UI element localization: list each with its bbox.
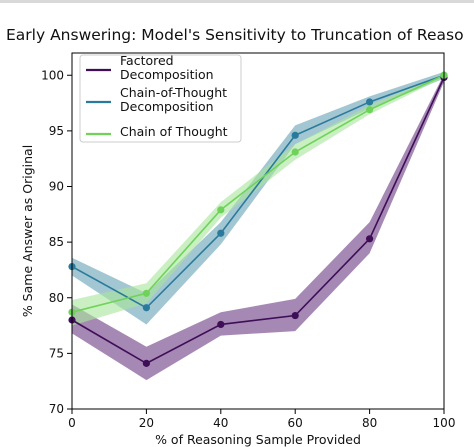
legend-label-0: Factored Decomposition xyxy=(120,53,214,82)
y-tick-label-3: 85 xyxy=(49,235,64,249)
band-series-2 xyxy=(72,73,444,326)
point-series-1-4 xyxy=(366,98,374,106)
x-tick-label-0: 0 xyxy=(68,416,76,430)
point-series-2-4 xyxy=(366,106,374,114)
y-tick-label-6: 100 xyxy=(41,68,64,82)
line-series-1 xyxy=(71,74,445,309)
x-axis-label: % of Reasoning Sample Provided xyxy=(155,432,361,447)
point-series-0-1 xyxy=(142,359,150,367)
x-tick-label-5: 100 xyxy=(433,416,456,430)
x-tick-label-3: 60 xyxy=(288,416,303,430)
legend: Factored Decomposition Chain-of-Thought Dec… xyxy=(79,53,242,143)
point-series-1-2 xyxy=(217,229,225,237)
point-series-2-3 xyxy=(291,148,299,156)
x-tick-label-1: 20 xyxy=(139,416,154,430)
y-axis-label: % Same Answer as Original xyxy=(20,145,35,317)
point-series-0-3 xyxy=(291,311,299,320)
y-tick-label-5: 95 xyxy=(49,124,64,138)
legend-label-1: Chain-of-Thought Decomposition xyxy=(120,85,227,114)
point-series-0-4 xyxy=(366,235,374,243)
series-lines xyxy=(71,74,445,365)
x-tick-label-4: 80 xyxy=(362,416,377,430)
point-series-1-3 xyxy=(291,131,299,139)
point-series-0-2 xyxy=(217,320,225,329)
line-series-2 xyxy=(71,74,445,313)
x-axis-ticks: 0 20 40 60 80 100 xyxy=(68,409,455,430)
point-series-1-1 xyxy=(142,304,150,312)
y-axis-ticks: 70 75 80 85 90 95 100 xyxy=(41,68,72,416)
legend-box xyxy=(79,54,242,143)
legend-label-2: Chain of Thought xyxy=(120,124,228,139)
point-series-2-2 xyxy=(217,206,225,214)
y-tick-label-4: 90 xyxy=(49,180,64,194)
top-divider xyxy=(0,0,474,3)
y-tick-label-2: 80 xyxy=(49,291,64,305)
confidence-bands xyxy=(72,71,444,381)
y-tick-label-1: 75 xyxy=(49,346,64,360)
point-series-2-1 xyxy=(142,289,150,297)
band-series-0 xyxy=(72,74,444,381)
chart-title: Early Answering: Model's Sensitivity to … xyxy=(6,26,464,44)
plot-frame xyxy=(71,52,445,410)
y-tick-label-0: 70 xyxy=(49,402,64,416)
line-series-0 xyxy=(71,77,445,365)
x-tick-label-2: 40 xyxy=(213,416,228,430)
